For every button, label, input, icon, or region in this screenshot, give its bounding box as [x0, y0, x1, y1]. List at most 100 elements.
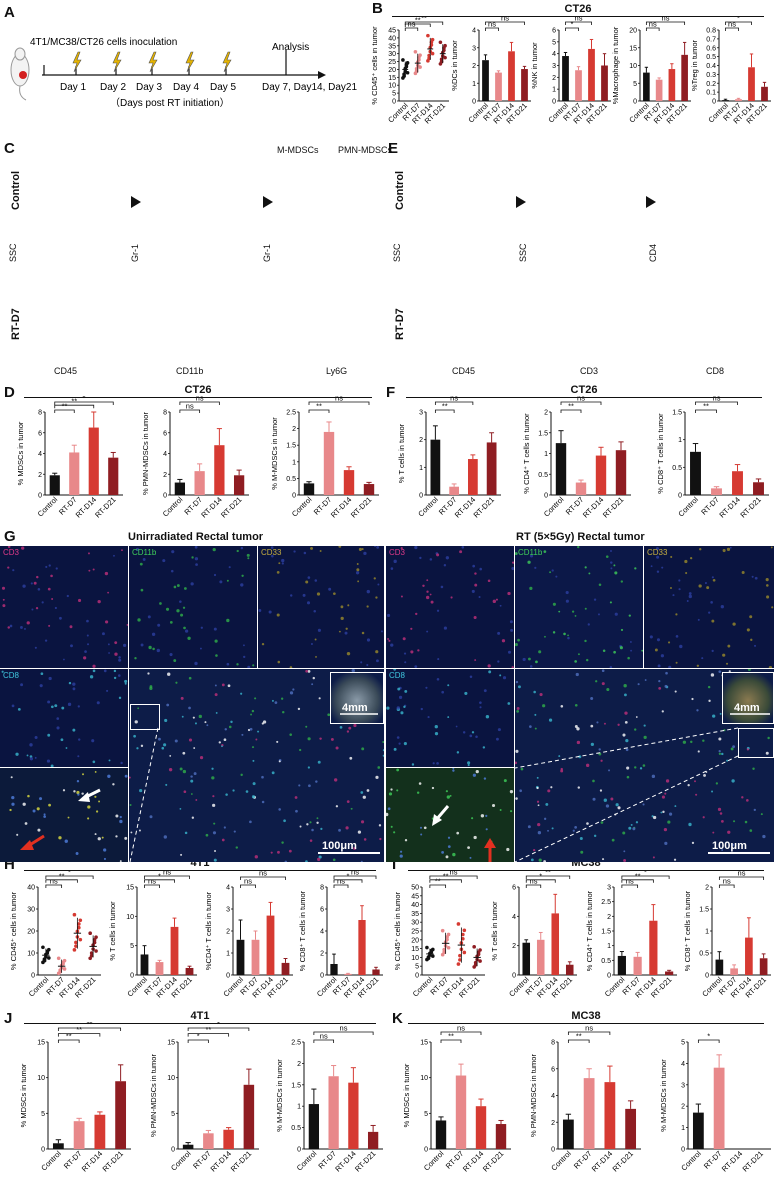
y-tick-label: 0.5: [706, 54, 716, 61]
bar: [251, 939, 260, 975]
y-tick-label: 1.5: [538, 430, 548, 437]
flow-axis-label: CD45: [452, 366, 476, 376]
flow-axis-label: Gr-1: [262, 244, 272, 262]
significance-label: **: [421, 16, 427, 23]
arrow-icon: [516, 196, 526, 208]
y-axis-label: %CD4⁺ T cells in tumor: [204, 891, 213, 970]
schema-analysis: Analysis: [272, 42, 309, 53]
y-tick-label: 0: [419, 493, 423, 500]
group-title-j: 4T1: [24, 1010, 376, 1024]
data-point: [458, 953, 462, 958]
bar: [363, 484, 375, 495]
significance-bracket: ns: [567, 1024, 611, 1035]
chart-j3: % M-MDSCs in tumor00.511.522.5ControlRT-…: [275, 1024, 383, 1174]
y-tick-label: 0.7: [706, 36, 716, 43]
significance-label: ns: [649, 20, 657, 29]
bar: [495, 1124, 507, 1149]
significance-label: ns: [148, 877, 156, 886]
data-point: [94, 935, 98, 939]
y-tick-label: 15: [629, 45, 637, 52]
y-tick-label: 0: [163, 493, 167, 500]
y-tick-label: 5: [392, 91, 396, 98]
data-point: [473, 962, 478, 967]
significance-bracket: **: [54, 402, 75, 413]
significance-label: **: [448, 1032, 454, 1041]
y-tick-label: 1: [678, 437, 682, 444]
data-point: [445, 935, 449, 939]
data-point: [430, 51, 435, 56]
red-arrow-icon: [484, 838, 496, 862]
significance-bracket: ns: [144, 877, 160, 888]
chart-b2: %DCs in tumor01234ControlRT-D7RT-D14RT-D…: [450, 16, 531, 126]
y-tick-label: 5: [424, 1111, 428, 1118]
y-tick-label: 0: [292, 493, 296, 500]
bar: [575, 482, 587, 495]
significance-label: ns: [577, 396, 585, 403]
x-tick-label: RT-D14: [461, 1149, 486, 1174]
panel-label-f: F: [386, 384, 396, 401]
y-tick-label: 4: [512, 914, 516, 921]
y-tick-label: 15: [420, 1040, 428, 1047]
y-tick-label: 40: [411, 902, 419, 909]
bar: [455, 1075, 467, 1149]
significance-label: ns: [457, 1024, 465, 1033]
x-tick-label: RT-D14: [199, 495, 224, 520]
data-point: [425, 945, 429, 950]
significance-label: **: [442, 402, 448, 411]
chart-d3: % M-MDSCs in tumor00.511.522.5ControlRT-…: [270, 396, 379, 520]
data-point: [89, 953, 94, 958]
y-tick-label: 0.5: [672, 465, 682, 472]
significance-bracket: ns: [718, 877, 735, 888]
gate-title: PMN-MDSCs: [338, 145, 392, 155]
significance-bracket: ns: [718, 870, 765, 880]
data-point: [431, 954, 435, 958]
significance-label: *: [571, 20, 574, 29]
data-point: [426, 956, 431, 961]
significance-label: ns: [662, 16, 670, 23]
y-tick-label: 2: [320, 951, 324, 958]
data-point: [78, 918, 83, 923]
bar: [185, 967, 194, 975]
micro-tile-cd3-right: CD3: [386, 546, 514, 668]
bar: [735, 99, 742, 101]
bar: [344, 973, 352, 975]
data-point: [461, 936, 465, 941]
bar: [761, 86, 768, 101]
significance-bracket: **: [525, 870, 571, 879]
bar: [372, 969, 380, 975]
y-tick-label: 50: [411, 885, 419, 892]
bar: [551, 913, 560, 975]
bar: [303, 483, 315, 495]
y-tick-label: 10: [27, 951, 35, 958]
data-point: [89, 951, 94, 955]
y-tick-label: 1.5: [286, 443, 296, 450]
significance-label: ns: [320, 1032, 328, 1041]
micro-overlay: [20, 713, 770, 863]
bar: [588, 48, 595, 101]
bar: [475, 1106, 487, 1149]
significance-bracket: ns: [565, 16, 592, 25]
y-tick-label: 4: [551, 1093, 555, 1100]
significance-label: ns: [196, 396, 204, 403]
significance-bracket: ns: [240, 877, 256, 888]
y-axis-label: % M-MDSCs in tumor: [270, 417, 279, 490]
bar: [562, 1119, 574, 1149]
y-tick-label: 0.3: [706, 72, 716, 79]
y-tick-label: 0: [424, 1147, 428, 1154]
significance-bracket: **: [404, 16, 431, 27]
y-tick-label: 10: [411, 955, 419, 962]
significance-bracket: ns: [179, 396, 220, 405]
treatment-schema: 4T1/MC38/CT26 cells inoculation Day 1 Day…: [10, 37, 357, 109]
y-tick-label: 2.5: [291, 1040, 301, 1047]
bar: [94, 1114, 106, 1149]
y-axis-label: % CD8⁺ T cells in tumor: [656, 413, 665, 494]
significance-bracket: **: [695, 402, 717, 413]
significance-label: *: [197, 1032, 200, 1041]
bar: [536, 939, 545, 975]
micro-title-right: RT (5×5Gy) Rectal tumor: [516, 531, 645, 543]
significance-bracket: *: [621, 870, 670, 879]
y-axis-label: % CD45⁺ cells in tumor: [9, 891, 18, 970]
significance-bracket: ns: [429, 870, 478, 879]
